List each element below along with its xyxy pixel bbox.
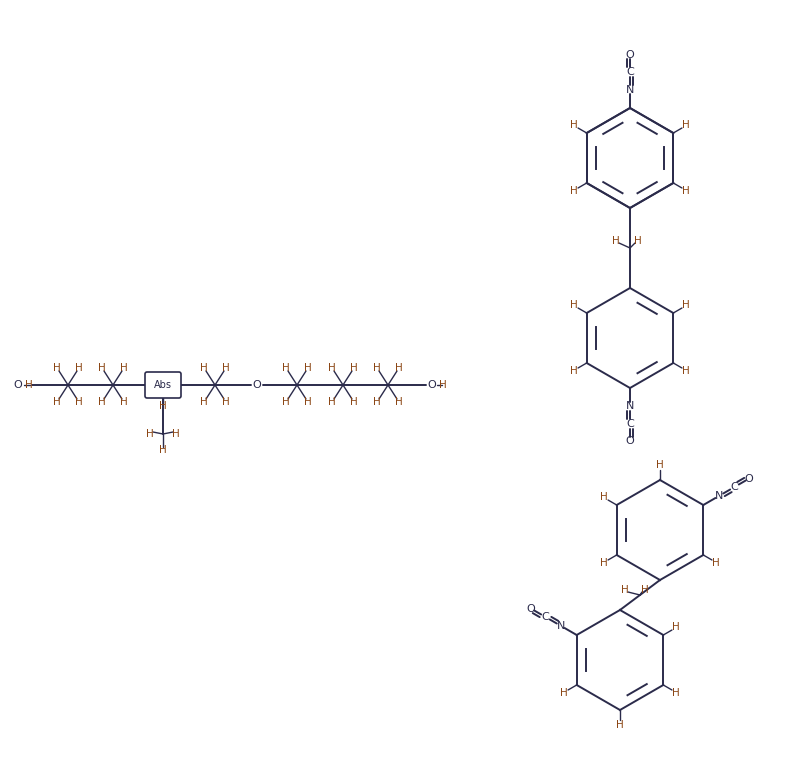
Text: O: O [626,436,634,446]
FancyBboxPatch shape [145,372,181,398]
Text: O: O [14,380,22,390]
Text: H: H [222,363,230,373]
Text: H: H [600,492,607,502]
Text: H: H [350,363,358,373]
Text: H: H [682,120,690,130]
Text: H: H [350,397,358,407]
Text: H: H [373,397,381,407]
Text: N: N [626,401,634,411]
Text: H: H [53,363,61,373]
Text: O: O [626,50,634,60]
Text: O: O [253,380,262,390]
Text: H: H [120,363,128,373]
Text: C: C [626,419,634,429]
Text: H: H [222,397,230,407]
Text: C: C [626,67,634,77]
Text: H: H [570,365,578,375]
Text: H: H [159,401,167,411]
Text: H: H [53,397,61,407]
Text: H: H [570,186,578,196]
Text: H: H [304,397,312,407]
Text: C: C [541,612,549,622]
Text: H: H [570,301,578,310]
Text: H: H [373,363,381,373]
Text: H: H [98,363,106,373]
Text: H: H [328,397,335,407]
Text: H: H [146,429,154,439]
Text: H: H [612,236,620,246]
Text: H: H [304,363,312,373]
Text: H: H [200,397,207,407]
Text: H: H [98,397,106,407]
Text: N: N [626,85,634,95]
Text: H: H [634,236,642,246]
Text: H: H [282,397,290,407]
Text: H: H [682,186,690,196]
Text: H: H [641,585,649,595]
Text: H: H [395,397,403,407]
Text: H: H [673,622,681,632]
Text: H: H [682,301,690,310]
Text: H: H [560,687,568,698]
Text: H: H [25,380,33,390]
Text: N: N [557,621,565,631]
Text: H: H [200,363,207,373]
Text: H: H [282,363,290,373]
Text: H: H [616,720,624,730]
Text: O: O [526,603,535,613]
Text: H: H [712,558,720,568]
Text: H: H [600,558,607,568]
Text: C: C [731,482,739,492]
Text: H: H [159,445,167,455]
Text: O: O [745,473,754,483]
Text: H: H [673,687,681,698]
Text: H: H [439,380,447,390]
Text: H: H [621,585,629,595]
Text: H: H [570,120,578,130]
Text: H: H [120,397,128,407]
Text: Abs: Abs [154,380,172,390]
Text: O: O [428,380,436,390]
Text: N: N [715,491,723,501]
Text: H: H [656,460,664,470]
Text: H: H [75,397,83,407]
Text: H: H [328,363,335,373]
Text: H: H [173,429,180,439]
Text: H: H [682,365,690,375]
Text: H: H [75,363,83,373]
Text: H: H [395,363,403,373]
